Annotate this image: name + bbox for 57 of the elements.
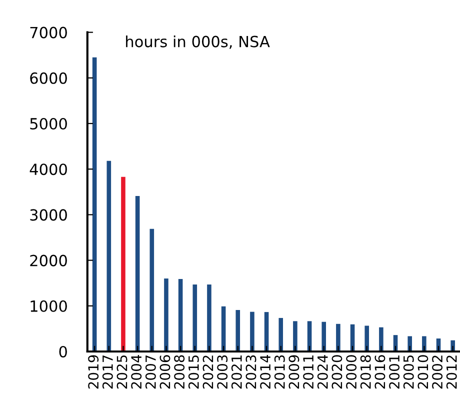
bar bbox=[135, 196, 140, 352]
x-tick-label: 2013 bbox=[274, 355, 285, 389]
x-tick-label: 2025 bbox=[116, 355, 128, 389]
x-tick-label: 2001 bbox=[389, 356, 400, 389]
bar bbox=[121, 176, 126, 352]
x-tick-label: 2022 bbox=[202, 356, 214, 389]
y-tick-label: 7000 bbox=[30, 26, 67, 38]
bar bbox=[379, 327, 384, 352]
x-tick-label: 2008 bbox=[174, 355, 185, 389]
x-tick-label: 2017 bbox=[102, 355, 113, 389]
x-tick-label: 2009 bbox=[288, 355, 300, 389]
bar bbox=[178, 278, 183, 352]
bar bbox=[106, 160, 112, 352]
y-tick-label: 5000 bbox=[30, 118, 67, 130]
bar bbox=[307, 321, 312, 352]
x-tick-label: 2006 bbox=[160, 355, 170, 389]
bar bbox=[221, 306, 226, 352]
y-tick-label: 0 bbox=[59, 346, 67, 358]
bar bbox=[364, 326, 369, 352]
bar bbox=[92, 57, 97, 352]
bar bbox=[422, 336, 426, 352]
x-tick-label: 2012 bbox=[446, 356, 457, 389]
bar bbox=[336, 324, 340, 352]
x-tick-label: 2011 bbox=[303, 356, 314, 389]
y-tick-label: 4000 bbox=[30, 164, 67, 176]
x-tick-label: 2003 bbox=[217, 355, 228, 389]
x-tick-label: 2000 bbox=[346, 355, 357, 389]
bar bbox=[236, 310, 240, 352]
x-tick-label: 2024 bbox=[317, 355, 328, 389]
y-tick-label: 1000 bbox=[30, 300, 67, 312]
bar bbox=[192, 284, 198, 352]
x-tick-label: 2018 bbox=[360, 355, 371, 389]
x-tick-label: 2015 bbox=[188, 355, 199, 389]
x-tick-label: 2021 bbox=[231, 356, 242, 389]
annotation: hours in 000s, NSA bbox=[126, 36, 270, 49]
bar bbox=[278, 318, 284, 352]
bar bbox=[293, 321, 298, 352]
bar bbox=[164, 278, 168, 352]
x-tick-label: 2010 bbox=[418, 355, 428, 389]
x-tick-label: 2002 bbox=[432, 356, 443, 389]
x-tick-label: 2019 bbox=[88, 355, 99, 389]
x-tick-label: 2014 bbox=[260, 355, 271, 389]
x-tick-label: 2004 bbox=[131, 355, 142, 389]
x-tick-label: 2023 bbox=[246, 355, 256, 389]
x-tick-label: 2005 bbox=[403, 355, 414, 389]
bar bbox=[150, 228, 154, 352]
y-tick-label: 2000 bbox=[30, 254, 67, 266]
bar bbox=[207, 284, 212, 352]
bar bbox=[408, 336, 412, 352]
bar bbox=[322, 322, 326, 352]
bar bbox=[264, 312, 269, 352]
bar bbox=[250, 312, 254, 352]
x-tick-label: 2016 bbox=[374, 355, 386, 389]
y-tick-label: 6000 bbox=[30, 72, 67, 84]
y-tick-label: 3000 bbox=[30, 209, 67, 221]
x-tick-label: 2007 bbox=[145, 355, 156, 389]
x-tick-label: 2020 bbox=[332, 355, 342, 389]
